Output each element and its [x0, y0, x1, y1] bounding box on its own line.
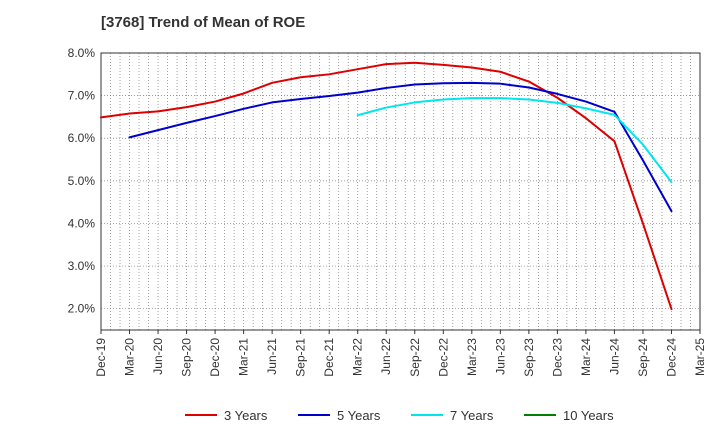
x-tick-label: Jun-21 [265, 338, 279, 375]
legend-label: 7 Years [450, 408, 494, 423]
x-tick-label: Sep-24 [636, 338, 650, 377]
x-tick-label: Mar-21 [237, 338, 251, 376]
plot-frame [100, 52, 701, 331]
x-tick-label: Sep-20 [180, 338, 194, 377]
y-tick-label: 4.0% [68, 216, 96, 230]
x-tick-label: Mar-24 [579, 338, 593, 376]
y-tick-label: 5.0% [68, 174, 96, 188]
x-tick-label: Mar-23 [465, 338, 479, 376]
series-line-7-years [356, 97, 673, 184]
legend-label: 10 Years [563, 408, 614, 423]
y-tick-label: 2.0% [68, 302, 96, 316]
x-tick-label: Mar-20 [123, 338, 137, 376]
x-tick-label: Mar-25 [693, 338, 707, 376]
x-tick-label: Dec-24 [664, 338, 678, 377]
x-tick-label: Sep-21 [294, 338, 308, 377]
plot-area [101, 53, 700, 330]
chart-title: [3768] Trend of Mean of ROE [101, 14, 306, 31]
x-tick-label: Dec-21 [322, 338, 336, 377]
y-tick-label: 3.0% [68, 259, 96, 273]
x-tick-label: Sep-23 [522, 338, 536, 377]
y-tick-label: 6.0% [68, 131, 96, 145]
series-line-3-years [100, 61, 673, 311]
x-tick-label: Dec-20 [208, 338, 222, 377]
y-tick-label: 8.0% [68, 46, 96, 60]
series-line-5-years [128, 81, 673, 213]
x-tick-label: Jun-24 [607, 338, 621, 375]
x-tick-label: Dec-23 [550, 338, 564, 377]
x-tick-label: Jun-23 [493, 338, 507, 375]
x-tick-label: Sep-22 [408, 338, 422, 377]
x-tick-label: Jun-20 [151, 338, 165, 375]
legend-label: 5 Years [337, 408, 381, 423]
legend-label: 3 Years [224, 408, 268, 423]
x-tick-label: Dec-19 [94, 338, 108, 377]
y-tick-label: 7.0% [68, 89, 96, 103]
x-tick-label: Dec-22 [436, 338, 450, 377]
x-tick-label: Jun-22 [379, 338, 393, 375]
x-tick-label: Mar-22 [351, 338, 365, 376]
